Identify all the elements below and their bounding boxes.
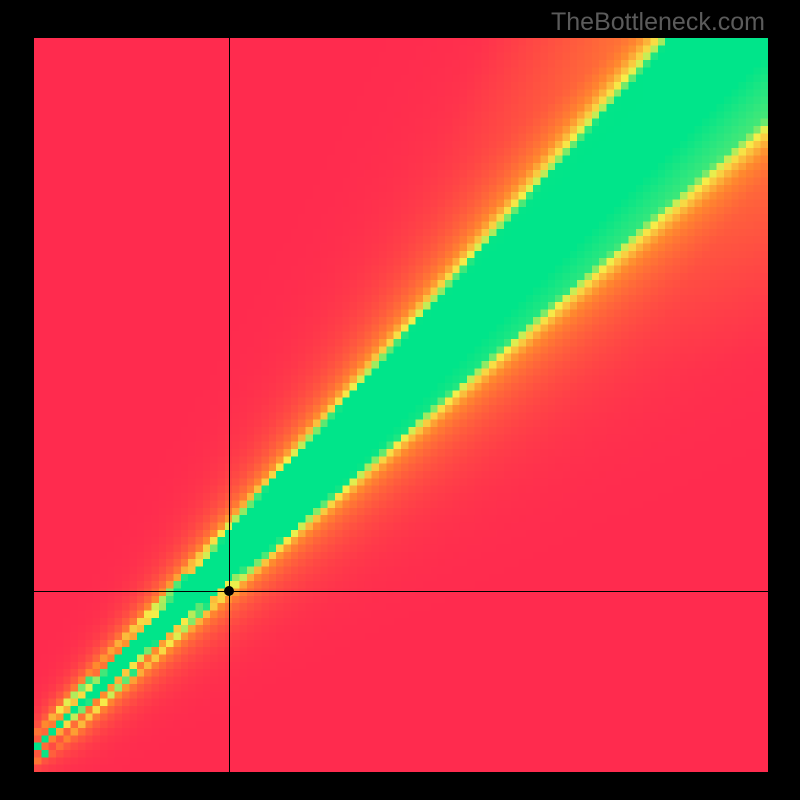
crosshair-marker <box>224 586 234 596</box>
bottleneck-heatmap <box>34 38 768 772</box>
chart-container: TheBottleneck.com <box>0 0 800 800</box>
crosshair-horizontal-line <box>34 591 768 592</box>
watermark-text: TheBottleneck.com <box>551 8 765 37</box>
crosshair-vertical-line <box>229 38 230 772</box>
